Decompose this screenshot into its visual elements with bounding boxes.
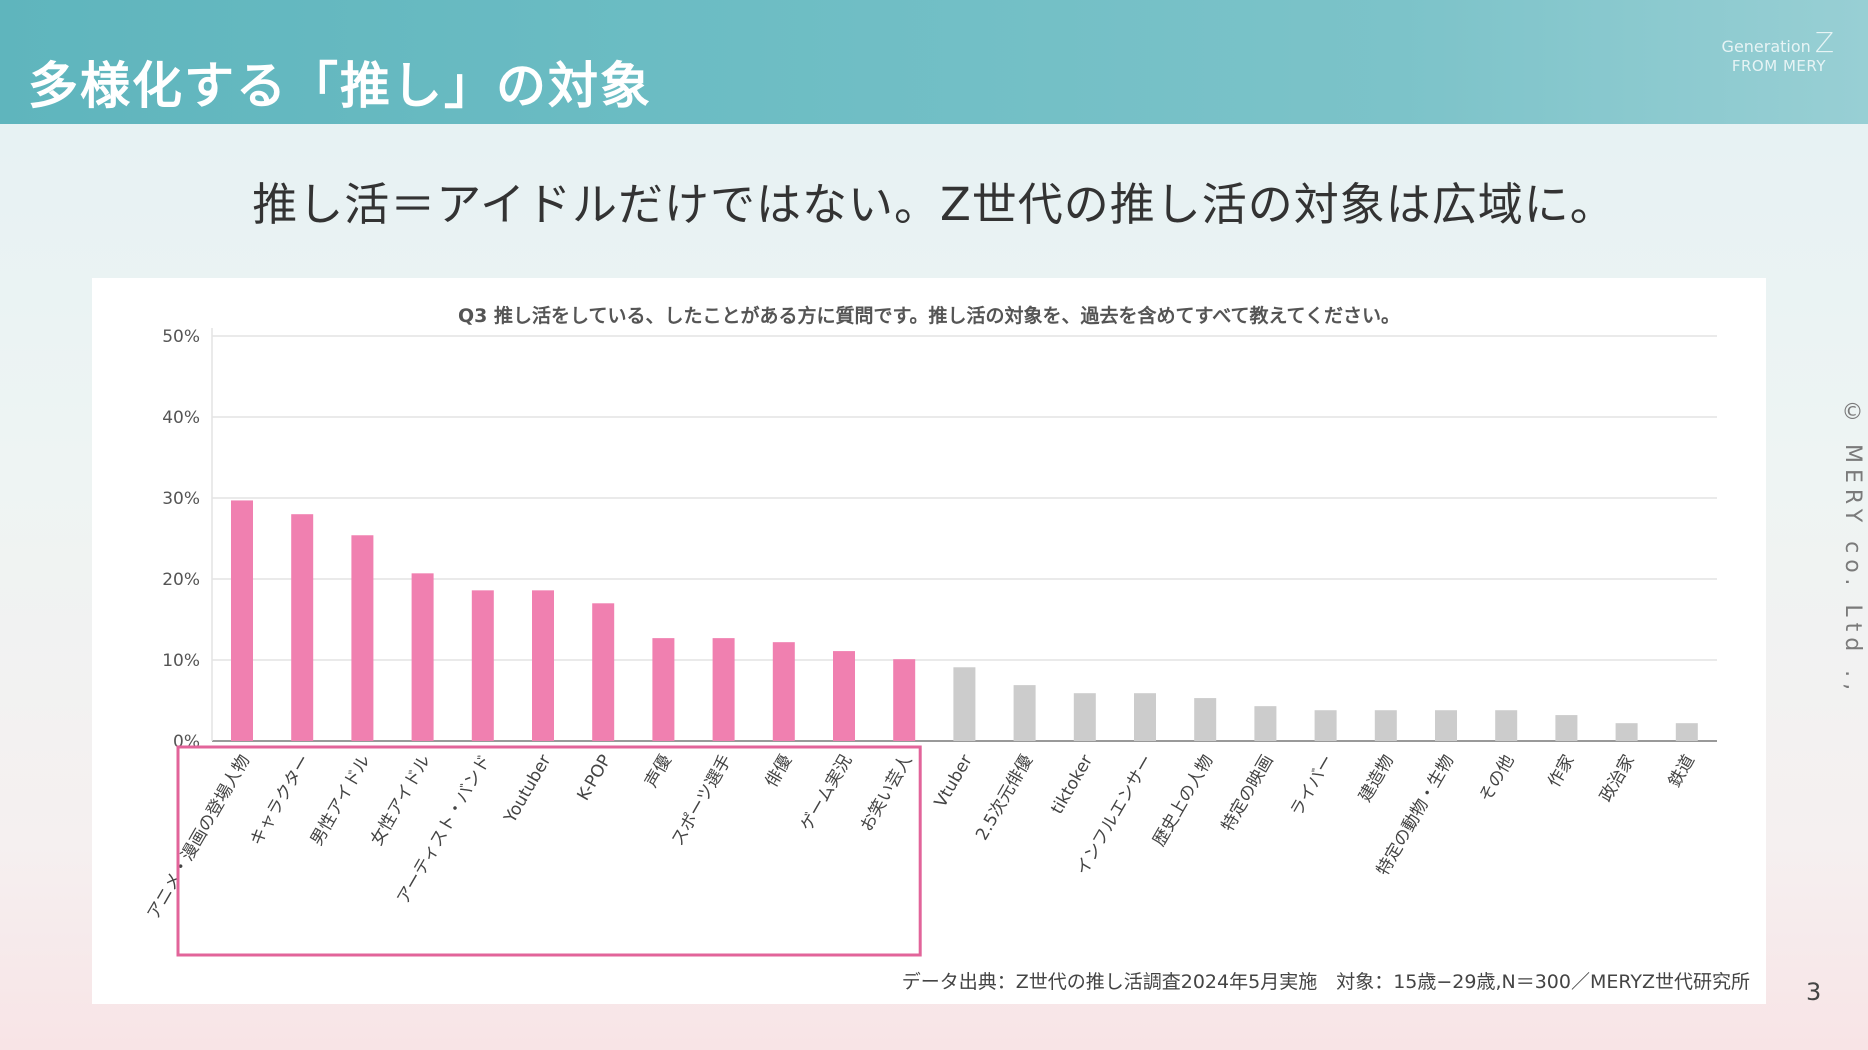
bar xyxy=(1435,710,1457,741)
category-label: キャラクター xyxy=(247,752,315,850)
copyright-notice: © MERY co. Ltd ., xyxy=(1840,400,1865,697)
category-label: 男性アイドル xyxy=(307,752,375,850)
bar xyxy=(1374,710,1397,741)
bar xyxy=(772,642,795,741)
bar xyxy=(1495,710,1518,741)
category-label: お笑い芸人 xyxy=(857,752,917,836)
bar xyxy=(1555,715,1578,741)
category-label: ライバー xyxy=(1287,752,1338,821)
slide-title: 多様化する「推し」の対象 xyxy=(28,57,652,115)
category-label: 鉄道 xyxy=(1665,752,1699,791)
bar xyxy=(953,667,976,741)
category-label: Vtuber xyxy=(931,751,977,811)
bar xyxy=(532,590,554,741)
bar xyxy=(833,651,855,741)
brand-z: Z xyxy=(1814,26,1834,59)
bar xyxy=(291,514,314,741)
category-label: 俳優 xyxy=(762,752,796,791)
bar xyxy=(1675,723,1698,741)
category-label: スポーツ選手 xyxy=(668,752,736,850)
bar xyxy=(652,638,675,741)
category-label: 2.5次元俳優 xyxy=(972,752,1037,844)
y-tick-label: 30% xyxy=(162,489,200,509)
y-tick-label: 20% xyxy=(162,570,200,590)
brand-logo: Generation Z FROM MERY xyxy=(1722,26,1834,75)
brand-generation: Generation xyxy=(1721,37,1811,56)
bar xyxy=(893,659,916,741)
bar xyxy=(1314,710,1337,741)
category-label: tiktoker xyxy=(1047,752,1097,818)
bar xyxy=(351,535,374,741)
category-label: 女性アイドル xyxy=(367,752,435,850)
bar xyxy=(1194,698,1217,741)
category-label: その他 xyxy=(1476,752,1519,806)
bar xyxy=(1134,693,1156,741)
category-label: 声優 xyxy=(641,752,675,791)
bar xyxy=(471,590,494,741)
slide-subtitle: 推し活＝アイドルだけではない。Z世代の推し活の対象は広域に。 xyxy=(252,178,1616,231)
bar xyxy=(231,500,253,741)
category-label: アニメ・漫画の登場人物 xyxy=(144,752,255,924)
bar xyxy=(592,603,615,741)
header-band: 多様化する「推し」の対象 Generation Z FROM MERY xyxy=(0,0,1868,124)
brand-from: FROM MERY xyxy=(1731,57,1826,75)
chart-panel: Q3 推し活をしている、したことがある方に質問です。推し活の対象を、過去を含めて… xyxy=(92,278,1766,1004)
bar xyxy=(1254,706,1277,741)
y-tick-label: 50% xyxy=(162,327,200,347)
y-tick-label: 10% xyxy=(162,651,200,671)
bar xyxy=(1615,723,1638,741)
highlight-box xyxy=(176,745,922,957)
category-label: Youtuber xyxy=(500,751,555,827)
category-label: 作家 xyxy=(1544,752,1578,791)
bar xyxy=(411,573,434,741)
bar-chart: Q3 推し活をしている、したことがある方に質問です。推し活の対象を、過去を含めて… xyxy=(144,304,1717,957)
y-tick-label: 40% xyxy=(162,408,200,428)
category-label: 建造物 xyxy=(1355,752,1398,806)
bar xyxy=(1013,685,1036,741)
category-label: K-POP xyxy=(574,752,616,805)
page-number: 3 xyxy=(1806,978,1822,1006)
category-label: ゲーム実況 xyxy=(797,752,857,835)
bar xyxy=(1073,693,1096,741)
category-label: 歴史上の人物 xyxy=(1149,752,1217,850)
chart-title: Q3 推し活をしている、したことがある方に質問です。推し活の対象を、過去を含めて… xyxy=(458,304,1400,327)
category-label: 特定の映画 xyxy=(1218,752,1278,836)
bar xyxy=(712,638,735,741)
data-source-note: データ出典：Z世代の推し活調査2024年5月実施 対象：15歳−29歳,N＝30… xyxy=(901,971,1750,993)
category-label: 政治家 xyxy=(1596,752,1639,806)
